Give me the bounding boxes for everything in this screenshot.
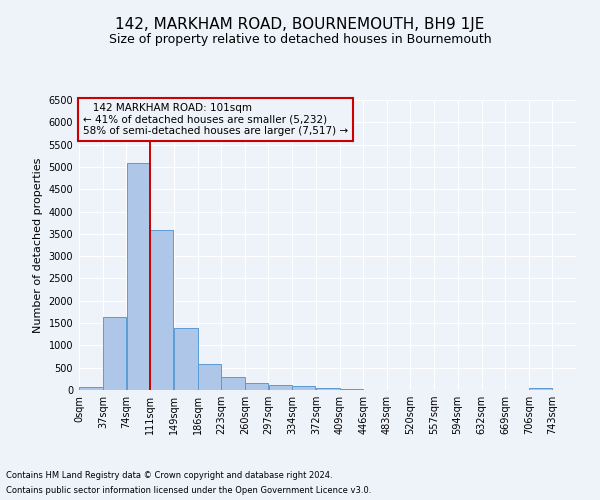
Bar	[269, 384, 292, 390]
Bar	[245, 383, 268, 390]
Bar	[127, 164, 150, 390]
Text: 142 MARKHAM ROAD: 101sqm
← 41% of detached houses are smaller (5,232)
58% of sem: 142 MARKHAM ROAD: 101sqm ← 41% of detach…	[83, 103, 348, 136]
Bar	[529, 388, 552, 390]
Text: 142, MARKHAM ROAD, BOURNEMOUTH, BH9 1JE: 142, MARKHAM ROAD, BOURNEMOUTH, BH9 1JE	[115, 18, 485, 32]
Bar	[175, 328, 197, 390]
Bar	[150, 230, 173, 390]
Bar	[292, 386, 316, 390]
Text: Contains HM Land Registry data © Crown copyright and database right 2024.: Contains HM Land Registry data © Crown c…	[6, 471, 332, 480]
Text: Contains public sector information licensed under the Open Government Licence v3: Contains public sector information licen…	[6, 486, 371, 495]
Bar	[221, 377, 245, 390]
Y-axis label: Number of detached properties: Number of detached properties	[33, 158, 43, 332]
Bar	[103, 318, 126, 390]
Bar	[198, 364, 221, 390]
Bar	[79, 388, 103, 390]
Bar	[340, 389, 363, 390]
Bar	[316, 388, 340, 390]
Text: Size of property relative to detached houses in Bournemouth: Size of property relative to detached ho…	[109, 32, 491, 46]
